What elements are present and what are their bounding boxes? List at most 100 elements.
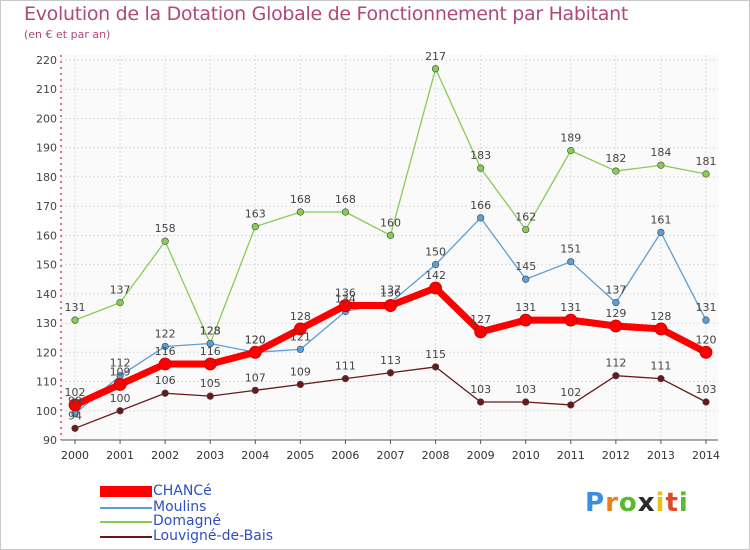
data-label-louvign-de-bais: 103 [515,383,536,396]
data-point-chanc- [158,357,172,371]
data-point-chanc- [384,299,397,312]
legend-swatch-moulins [100,507,152,509]
data-point-moulins [161,342,169,351]
data-label-louvign-de-bais: 100 [110,392,131,405]
data-label-chanc-: 136 [335,287,356,300]
data-point-moulins [206,339,214,348]
data-label-louvign-de-bais: 113 [380,354,401,367]
data-point-chanc- [699,345,713,359]
data-point-domagn- [612,167,620,175]
legend-label-domagne: Domagné [153,513,221,529]
data-point-chanc- [519,313,533,327]
data-label-moulins: 137 [605,284,626,297]
data-label-moulins: 128 [200,325,221,338]
data-label-chanc-: 127 [470,313,491,326]
data-point-louvign-de-bais [567,401,575,409]
data-label-chanc-: 116 [155,345,176,358]
legend-label-chance: CHANCé [153,483,212,499]
y-tick-label: 90 [43,434,57,447]
logo-letter: i [655,488,666,518]
y-tick-label: 130 [36,317,57,330]
x-tick-label: 2005 [286,449,314,462]
data-label-chanc-: 131 [515,301,536,314]
logo-letter: i [678,488,689,518]
y-tick-label: 160 [36,229,57,242]
data-label-moulins: 145 [515,260,536,273]
data-point-domagn- [386,231,395,239]
data-point-domagn- [161,237,169,245]
y-tick-label: 190 [36,142,57,155]
data-point-chanc- [474,325,488,339]
data-point-domagn- [71,316,79,324]
legend-label-moulins: Moulins [153,499,207,515]
data-label-moulins: 131 [696,301,717,314]
data-label-louvign-de-bais: 105 [200,377,221,390]
data-label-louvign-de-bais: 106 [155,374,176,387]
data-label-domagn-: 184 [650,146,671,159]
data-point-chanc- [293,322,307,336]
x-tick-label: 2004 [241,449,269,462]
y-tick-label: 170 [36,200,57,213]
data-point-chanc- [113,378,127,391]
data-label-domagn-: 168 [290,193,311,206]
data-label-domagn-: 163 [245,208,266,221]
data-point-domagn- [296,208,304,216]
data-label-louvign-de-bais: 111 [650,360,671,373]
data-label-chanc-: 102 [65,386,86,399]
data-point-domagn- [341,208,350,216]
x-tick-label: 2002 [151,449,179,462]
data-label-chanc-: 142 [425,269,446,282]
data-point-chanc- [68,398,82,412]
y-tick-label: 100 [36,405,57,418]
y-tick-label: 140 [36,288,57,301]
x-tick-label: 2014 [692,449,720,462]
data-label-chanc-: 128 [650,310,671,323]
data-label-moulins: 137 [380,284,401,297]
proxiti-logo: Proxiti [585,488,689,518]
data-label-domagn-: 158 [155,222,176,235]
data-label-domagn-: 217 [425,50,446,63]
y-tick-label: 200 [36,112,57,125]
data-label-moulins: 121 [290,330,311,343]
data-point-louvign-de-bais [251,386,259,394]
chart-subtitle: (en € et par an) [24,28,111,41]
y-tick-label: 150 [36,259,57,272]
x-tick-label: 2013 [647,449,675,462]
x-tick-label: 2012 [602,449,630,462]
data-label-chanc-: 120 [245,333,266,346]
data-label-chanc-: 120 [696,333,717,346]
data-label-moulins: 99 [68,395,82,408]
data-point-domagn- [431,65,440,73]
data-point-louvign-de-bais [702,398,710,406]
y-tick-label: 180 [36,171,57,184]
data-point-moulins [522,275,530,283]
data-label-louvign-de-bais: 103 [470,383,491,396]
data-label-domagn-: 162 [515,211,536,224]
data-point-domagn- [116,299,124,307]
data-point-moulins [477,214,485,222]
x-tick-label: 2000 [61,449,89,462]
data-label-moulins: 150 [425,246,446,259]
data-label-moulins: 166 [470,199,491,212]
data-point-louvign-de-bais [296,380,304,389]
data-point-domagn- [702,170,710,178]
data-label-moulins: 112 [110,357,131,370]
y-tick-label: 110 [36,376,57,389]
data-point-domagn- [522,225,530,234]
data-label-louvign-de-bais: 102 [560,386,581,399]
data-point-moulins [431,261,440,269]
data-point-louvign-de-bais [71,424,79,432]
data-point-chanc- [609,319,623,333]
data-label-louvign-de-bais: 94 [68,409,82,422]
x-tick-label: 2008 [422,449,450,462]
data-point-moulins [567,258,575,266]
data-point-louvign-de-bais [116,407,124,415]
data-label-moulins: 161 [650,213,671,226]
legend-swatch-domagne [100,521,152,523]
data-label-domagn-: 123 [200,325,221,338]
x-tick-label: 2011 [557,449,585,462]
data-point-louvign-de-bais [612,372,620,380]
data-label-domagn-: 182 [605,152,626,165]
logo-letter: r [605,488,619,518]
